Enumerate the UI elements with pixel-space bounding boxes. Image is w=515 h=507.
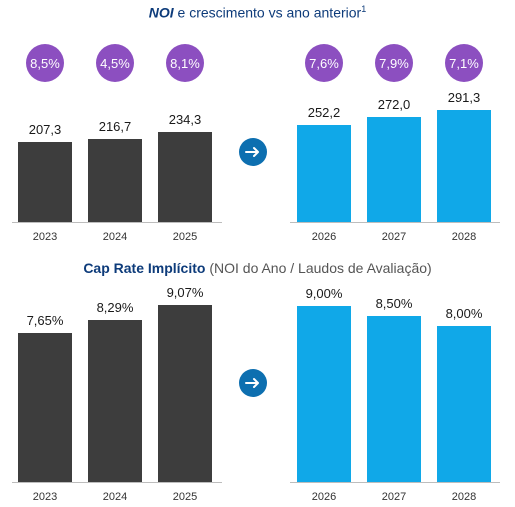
bar-2028 <box>437 110 491 222</box>
x-axis-line <box>290 222 500 223</box>
x-tick-label: 2028 <box>451 231 477 243</box>
arrow-right-icon <box>239 138 267 166</box>
x-tick-label: 2027 <box>381 491 407 503</box>
growth-badge: 8,5% <box>26 44 64 82</box>
bar-2026 <box>297 306 351 482</box>
bar-2024 <box>88 138 142 222</box>
bar-2025 <box>158 305 212 482</box>
title-emphasis: NOI <box>148 4 174 21</box>
value-label: 7,65% <box>26 312 64 328</box>
growth-badge: 4,5% <box>96 44 134 82</box>
value-label: 9,07% <box>166 285 204 300</box>
value-label: 272,0 <box>377 97 411 113</box>
chart-title-noi: NOI e crescimento vs ano anterior1 <box>0 4 515 21</box>
bar-2025 <box>158 131 212 222</box>
x-tick-label: 2024 <box>102 491 128 503</box>
chart-title-caprate: Cap Rate Implícito (NOI do Ano / Laudos … <box>0 260 515 276</box>
x-tick-label: 2027 <box>381 231 407 243</box>
growth-badge: 8,1% <box>166 44 204 82</box>
x-axis-line <box>290 482 500 483</box>
title-subtitle: (NOI do Ano / Laudos de Avaliação) <box>205 260 432 276</box>
bar-2027 <box>367 316 421 482</box>
growth-badge: 7,6% <box>305 44 343 82</box>
value-label: 9,00% <box>305 286 343 302</box>
title-main: Cap Rate Implícito <box>83 260 206 276</box>
x-tick-label: 2023 <box>32 231 58 243</box>
x-tick-label: 2023 <box>32 491 58 503</box>
bar-2023 <box>18 142 72 222</box>
x-tick-label: 2026 <box>311 491 337 503</box>
x-tick-label: 2025 <box>172 231 198 243</box>
value-label: 8,00% <box>445 305 483 321</box>
bar-2026 <box>297 125 351 222</box>
arrow-right-icon <box>239 369 267 397</box>
value-label: 234,3 <box>168 111 202 127</box>
value-label: 291,3 <box>447 90 481 105</box>
x-axis-line <box>12 222 222 223</box>
bar-2023 <box>18 332 72 482</box>
title-text: e crescimento vs ano anterior <box>173 4 362 21</box>
value-label: 252,2 <box>307 105 341 121</box>
value-label: 8,50% <box>375 296 413 312</box>
growth-badge: 7,9% <box>375 44 413 82</box>
bar-2027 <box>367 117 421 222</box>
value-label: 207,3 <box>28 122 62 138</box>
x-tick-label: 2025 <box>172 491 198 503</box>
x-axis-line <box>12 482 222 483</box>
title-footnote: 1 <box>361 4 367 14</box>
bar-2024 <box>88 320 142 482</box>
x-tick-label: 2028 <box>451 491 477 503</box>
growth-badge: 7,1% <box>445 44 483 82</box>
bar-2028 <box>437 325 491 482</box>
x-tick-label: 2024 <box>102 231 128 243</box>
value-label: 216,7 <box>98 118 132 134</box>
x-tick-label: 2026 <box>311 231 337 243</box>
value-label: 8,29% <box>96 300 134 316</box>
